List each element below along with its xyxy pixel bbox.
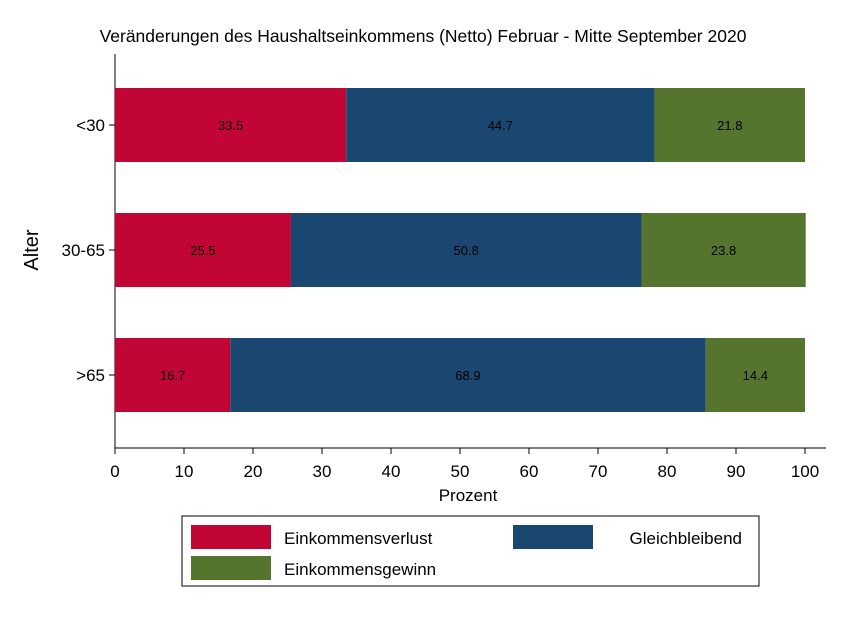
legend-label: Einkommensgewinn: [284, 560, 436, 579]
bar-value-label: 16.7: [160, 368, 185, 383]
y-tick-label: >65: [76, 366, 105, 385]
bar-segment: [115, 338, 231, 412]
legend-label: Gleichbleibend: [630, 529, 742, 548]
x-tick-label: 100: [791, 462, 819, 481]
bar-segment: [705, 338, 805, 412]
legend: Einkommensverlust Gleichbleibend Einkommen…: [181, 515, 760, 587]
bar-value-label: 23.8: [711, 243, 736, 258]
x-tick-label: 40: [382, 462, 401, 481]
bar-segment: [641, 213, 806, 287]
bar-segment: [654, 88, 805, 162]
legend-swatch: [191, 556, 271, 580]
x-tick-label: 60: [520, 462, 539, 481]
legend-frame: [181, 515, 760, 587]
bar-segment: [346, 88, 655, 162]
plot-area: 0 10 20 30 40 50 60 70 80 90 100 <30 30-65 >65 33.5 44.…: [62, 54, 826, 481]
y-axis-label: Alter: [21, 229, 43, 270]
x-tick-label: 90: [727, 462, 746, 481]
bar-value-label: 14.4: [743, 368, 768, 383]
bar-value-label: 44.7: [488, 118, 513, 133]
x-tick-label: 80: [658, 462, 677, 481]
x-tick-label: 20: [244, 462, 263, 481]
bar-segment: [230, 338, 706, 412]
bar-value-label: 33.5: [218, 118, 243, 133]
legend-label: Einkommensverlust: [284, 529, 433, 548]
x-tick-label: 70: [589, 462, 608, 481]
legend-swatch: [513, 525, 593, 549]
x-tick-label: 0: [110, 462, 119, 481]
x-tick-label: 10: [175, 462, 194, 481]
x-axis-label: Prozent: [439, 486, 498, 505]
bar-value-label: 68.9: [455, 368, 480, 383]
bar-segment: [115, 213, 291, 287]
bar-segment: [290, 213, 642, 287]
x-tick-label: 50: [451, 462, 470, 481]
chart-title: Veränderungen des Haushaltseinkommens (N…: [100, 26, 747, 46]
x-tick-label: 30: [313, 462, 332, 481]
bar-value-label: 50.8: [454, 243, 479, 258]
legend-swatch: [191, 525, 271, 549]
bar-value-label: 25.5: [190, 243, 215, 258]
y-tick-label: <30: [76, 116, 105, 135]
y-tick-label: 30-65: [62, 241, 105, 260]
bar-segment: [115, 88, 347, 162]
bar-value-label: 21.8: [717, 118, 742, 133]
